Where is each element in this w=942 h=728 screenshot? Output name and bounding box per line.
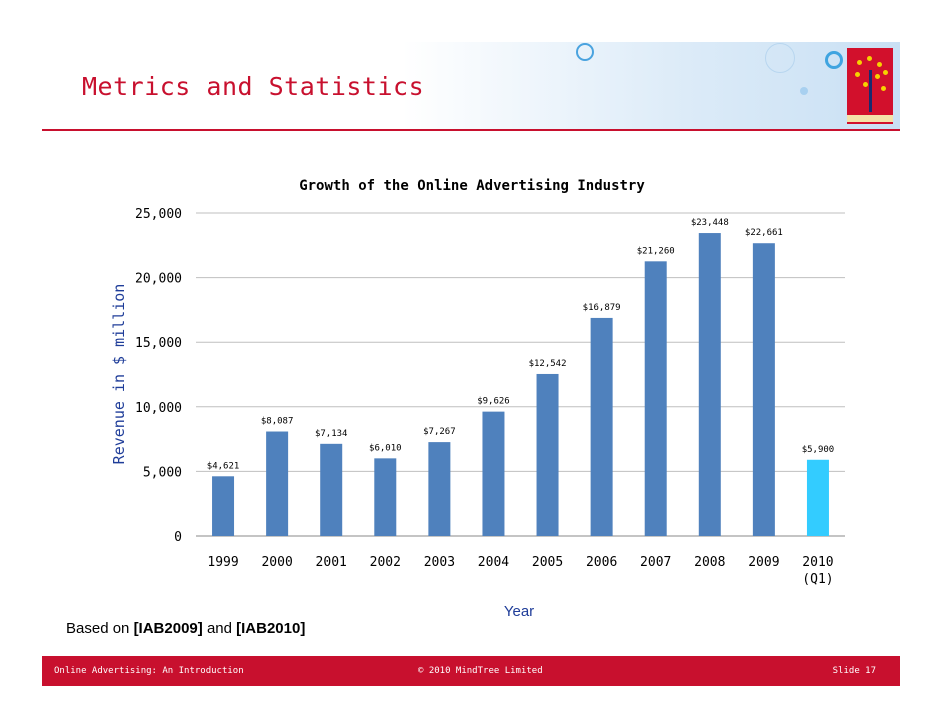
- y-tick-label: 25,000: [135, 207, 182, 222]
- title-banner: [42, 42, 900, 129]
- data-label-2007: $21,260: [637, 246, 675, 256]
- decor-circle-icon: [825, 51, 843, 69]
- footer-left: Online Advertising: An Introduction: [54, 666, 244, 676]
- data-label-2000: $8,087: [261, 417, 294, 427]
- data-label-2005: $12,542: [529, 359, 567, 369]
- x-tick-label: 2009: [748, 555, 779, 570]
- bar-2004: [482, 411, 505, 536]
- data-label-2003: $7,267: [423, 427, 456, 437]
- data-label-2004: $9,626: [477, 397, 510, 407]
- x-tick-label: 2008: [694, 555, 725, 570]
- source-citation: Based on [IAB2009] and [IAB2010]: [66, 620, 305, 637]
- ref-iab2010: [IAB2010]: [236, 620, 306, 637]
- bar-2006: [590, 317, 613, 536]
- ref-iab2009: [IAB2009]: [133, 620, 203, 637]
- footer-bar: Online Advertising: An Introduction © 20…: [42, 656, 900, 686]
- chart-title: Growth of the Online Advertising Industr…: [299, 178, 645, 194]
- data-label-1999: $4,621: [207, 461, 240, 471]
- bar-2007: [644, 261, 667, 536]
- bar-2008: [698, 233, 721, 537]
- x-tick-label: 2007: [640, 555, 671, 570]
- bar-2010: [806, 459, 829, 536]
- data-label-2010: $5,900: [802, 445, 835, 455]
- bar-2005: [536, 373, 559, 536]
- bar-2003: [428, 442, 451, 536]
- footer-slide-number: Slide 17: [832, 666, 876, 676]
- data-label-2009: $22,661: [745, 228, 783, 238]
- x-tick-sublabel: (Q1): [802, 572, 833, 587]
- x-tick-label: 2010: [802, 555, 833, 570]
- data-label-2001: $7,134: [315, 429, 348, 439]
- bar-2009: [752, 243, 775, 536]
- x-tick-label: 2002: [370, 555, 401, 570]
- x-tick-label: 2004: [478, 555, 509, 570]
- data-label-2002: $6,010: [369, 443, 402, 453]
- x-tick-label: 2001: [316, 555, 347, 570]
- bar-2002: [374, 458, 397, 536]
- y-axis-title: Revenue in $ million: [110, 284, 128, 465]
- x-tick-label: 2003: [424, 555, 455, 570]
- bar-1999: [212, 476, 235, 536]
- x-tick-label: 2000: [261, 555, 292, 570]
- x-tick-label: 2006: [586, 555, 617, 570]
- bar-2001: [320, 443, 343, 536]
- data-label-2008: $23,448: [691, 218, 729, 228]
- source-prefix: Based on: [66, 620, 130, 637]
- y-tick-label: 10,000: [135, 401, 182, 416]
- x-axis-title: Year: [504, 603, 534, 620]
- y-tick-label: 5,000: [143, 465, 182, 480]
- x-tick-label: 2005: [532, 555, 563, 570]
- decor-circle-icon: [576, 43, 594, 61]
- bar-2000: [266, 431, 289, 536]
- source-and: and: [206, 620, 232, 637]
- y-tick-label: 15,000: [135, 336, 182, 351]
- slide-title: Metrics and Statistics: [82, 72, 425, 101]
- data-label-2006: $16,879: [583, 303, 621, 313]
- footer-center: © 2010 MindTree Limited: [418, 666, 543, 676]
- y-tick-label: 20,000: [135, 272, 182, 287]
- y-tick-label: 0: [174, 530, 182, 545]
- x-tick-label: 1999: [207, 555, 238, 570]
- mindtree-logo: [847, 48, 893, 124]
- decor-dot-icon: [800, 87, 808, 95]
- decor-circle-icon: [765, 43, 795, 73]
- title-underline: [42, 129, 900, 131]
